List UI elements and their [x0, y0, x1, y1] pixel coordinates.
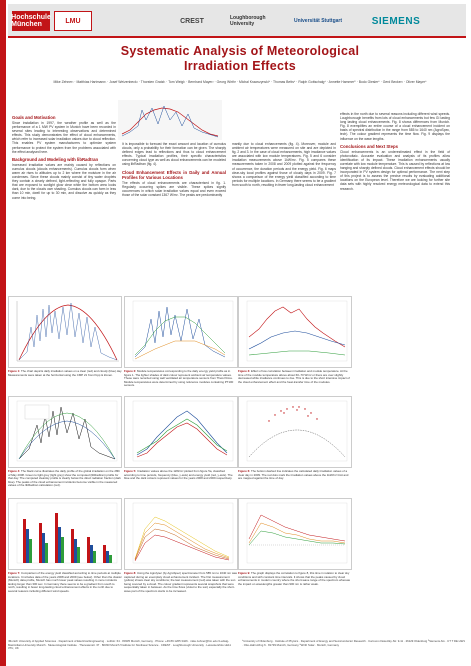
stuttgart-logo: Universität Stuttgart [293, 18, 343, 24]
figure-7-plot [8, 498, 122, 570]
figure-1-label: Figure 1: [8, 369, 21, 373]
overview-chart-icon [118, 100, 222, 140]
figure-5-label: Figure 5: [124, 469, 137, 473]
figure-5: Figure 5: Irradiation values above the 1… [124, 396, 238, 481]
irradiance-overview-image [118, 100, 222, 140]
heading-conclusions: Conclusions and Next Steps [340, 143, 399, 149]
figure-3: Figure 3: Effect of low correlation betw… [238, 296, 352, 384]
poster-title-line1: Systematic Analysis of Meteorological [120, 44, 360, 58]
figure-2-plot [124, 296, 238, 368]
figure-9-label: Figure 9: [238, 571, 251, 575]
figure-6-label: Figure 6: [238, 469, 251, 473]
figure-3-caption: Effect of low correlation between irradi… [238, 369, 350, 384]
authors: Mike Zehner¹ · Matthias Hartmann¹ · Jose… [53, 80, 427, 84]
figure-7-caption: Comparison of the energy yield classifie… [8, 571, 122, 593]
figure-4-label: Figure 4: [8, 469, 21, 473]
figure-7-label: Figure 7: [8, 571, 21, 575]
figure-9: Figure 9: The graph displays the correla… [238, 498, 352, 586]
paragraph-col2-intro: It is impossible to forecast the exact a… [122, 142, 226, 167]
figure-8-label: Figure 8: [124, 571, 137, 575]
figure-8-caption: Using the Agrolytec (by AgroSpec) spectr… [124, 571, 237, 593]
footer-affiliations-left: ¹Munich University of Applied Sciences ·… [8, 639, 231, 651]
lmu-logo: LMU [54, 11, 92, 31]
figure-9-caption: The graph displays the correlation to fi… [238, 571, 350, 586]
figure-3-label: Figure 3: [238, 369, 251, 373]
heading-background: Background and Modeling with libRadtran [12, 156, 99, 162]
siemens-logo: SIEMENS [371, 15, 421, 27]
paragraph-col4: effects in the north due to several reas… [340, 112, 450, 141]
paragraph-cloud-enhancement: The effects of cloud enhancements are ch… [122, 180, 226, 197]
footer: ¹Munich University of Applied Sciences ·… [8, 639, 466, 662]
paragraph-goals: Since installation in 1997, the weather … [12, 121, 116, 154]
side-stripe [0, 0, 6, 666]
figure-4-caption: The black curve illustrates the daily pr… [8, 469, 121, 487]
column-3: mantly due to cloud enhancements (fig. 4… [232, 142, 336, 189]
paragraph-col3: mantly due to cloud enhancements (fig. 4… [232, 142, 336, 187]
column-2: It is impossible to forecast the exact a… [122, 142, 226, 199]
column-4: effects in the north due to several reas… [340, 112, 450, 193]
crest-logo: CREST [180, 17, 204, 25]
figure-9-plot [238, 498, 352, 570]
figure-1: Figure 1: The chart depicts daily irradi… [8, 296, 122, 377]
figure-2: Figure 2: Module temperatures correspond… [124, 296, 238, 388]
paragraph-background: Increased irradiation values are mainly … [12, 162, 116, 200]
figure-1-caption: The chart depicts daily irradiation valu… [8, 369, 122, 377]
figure-6-plot [238, 396, 352, 468]
figure-7: Figure 7: Comparison of the energy yield… [8, 498, 122, 593]
figure-1-plot [8, 296, 122, 368]
figure-4-plot [8, 396, 122, 468]
figure-4: Figure 4: The black curve illustrates th… [8, 396, 122, 488]
figure-5-caption: Irradiation values above the 1kW/m² plot… [124, 469, 233, 480]
figure-3-plot [238, 296, 352, 368]
figure-5-plot [124, 396, 238, 468]
hochschule-logo: Hochschule München [11, 11, 51, 31]
figure-8: Figure 8: Using the Agrolytec (by AgroSp… [124, 498, 238, 593]
figure-2-label: Figure 2: [124, 369, 137, 373]
poster-title-line2: Irradiation Effects [184, 59, 296, 73]
loughborough-logo: Loughborough University [230, 15, 266, 27]
figure-6: Figure 6: The bottom dashed line indicat… [238, 396, 352, 481]
figure-2-caption: Module temperatures corresponding to the… [124, 369, 234, 387]
title-block: Systematic Analysis of Meteorological Ir… [30, 44, 450, 98]
column-1: Goals and Motivation Since installation … [12, 112, 116, 202]
logo-bar: Hochschule München LMU CREST Loughboroug… [8, 4, 466, 38]
figure-6-caption: The bottom dashed line indicates the cal… [238, 469, 349, 480]
footer-affiliations-right: ⁴University of Oldenburg · Institute of … [242, 639, 465, 647]
heading-cloud-enhancement: Cloud Enhancement Effects in Daily and A… [122, 169, 226, 180]
paragraph-conclusions: Cloud enhancements is an underestimated … [340, 149, 450, 191]
figure-8-plot [124, 498, 238, 570]
heading-goals: Goals and Motivation [12, 115, 56, 120]
